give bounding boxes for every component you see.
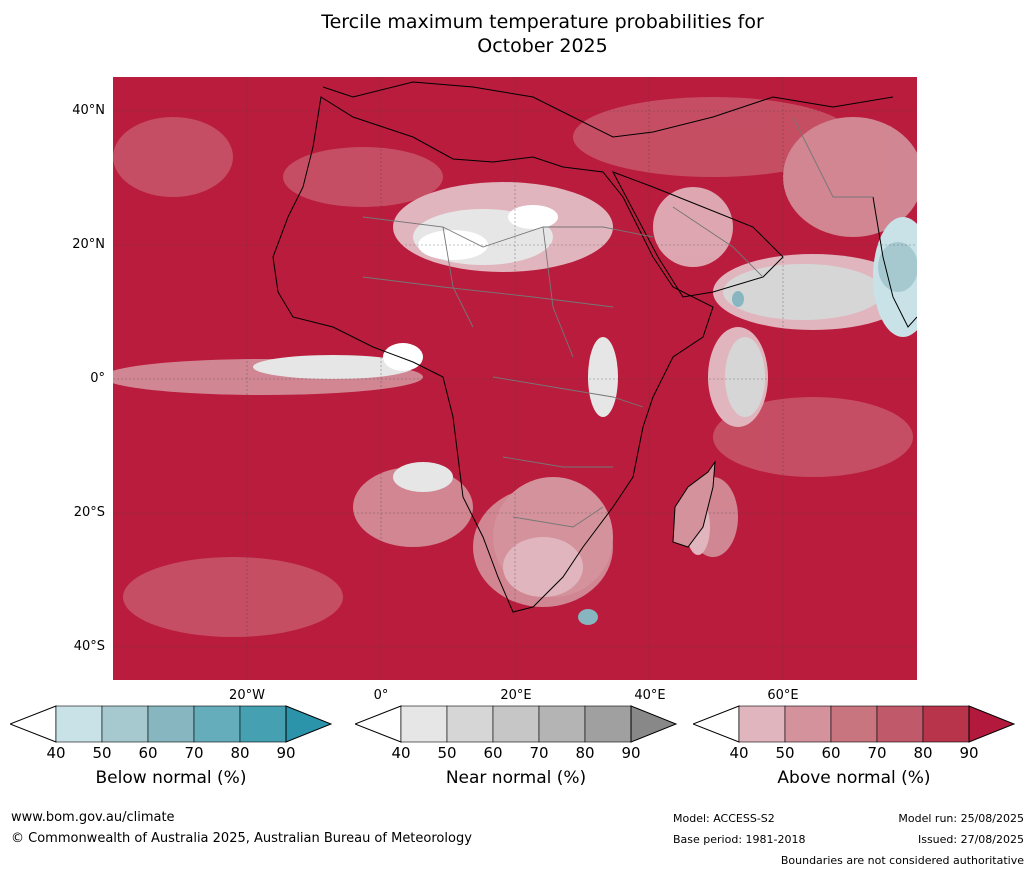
near-tick-60: 60: [483, 744, 503, 762]
below-swatch-2: [101, 705, 149, 743]
above-tick-40: 40: [729, 744, 749, 762]
country-borders: [362, 116, 873, 528]
arabia-coastline: [611, 171, 784, 298]
lon-label-20e: 20°E: [500, 688, 532, 703]
atlantic-equatorial-band: [253, 337, 618, 625]
base-period-text: Base period: 1981-2018: [673, 833, 806, 846]
lat-label-0: 0°: [90, 371, 105, 386]
above-tick-70: 70: [867, 744, 887, 762]
europe-coastline: [322, 81, 894, 138]
below-tick-70: 70: [184, 744, 204, 762]
colorbar-below-under: [10, 705, 57, 743]
colorbar-above-normal: [693, 705, 1015, 743]
colorbar-above-under: [693, 705, 740, 743]
probability-map: [113, 77, 917, 680]
near-swatch-5: [584, 705, 632, 743]
near-swatch-1: [400, 705, 448, 743]
colorbar-near-under: [355, 705, 402, 743]
lon-label-40e: 40°E: [634, 688, 666, 703]
below-tick-60: 60: [138, 744, 158, 762]
sahara-near-normal-area: [393, 182, 613, 272]
below-tick-40: 40: [46, 744, 66, 762]
near-swatch-4: [538, 705, 586, 743]
above-tick-50: 50: [775, 744, 795, 762]
below-swatch-4: [193, 705, 241, 743]
colorbar-below-over: [285, 705, 332, 743]
below-tick-80: 80: [230, 744, 250, 762]
below-normal-label: Below normal (%): [95, 768, 247, 788]
lon-label-0: 0°: [373, 688, 389, 703]
lat-label-40n: 40°N: [72, 103, 105, 118]
boundaries-note: Boundaries are not considered authoritat…: [780, 854, 1024, 867]
below-swatch-5: [239, 705, 287, 743]
below-tick-50: 50: [92, 744, 112, 762]
below-swatch-1: [55, 705, 103, 743]
above-tick-90: 90: [959, 744, 979, 762]
near-tick-70: 70: [529, 744, 549, 762]
lat-label-20n: 20°N: [72, 237, 105, 252]
lon-label-20w: 20°W: [229, 688, 265, 703]
map-svg: [113, 77, 917, 680]
map-gridlines: [113, 77, 917, 680]
africa-coastline: [272, 96, 714, 613]
above-tick-60: 60: [821, 744, 841, 762]
near-tick-40: 40: [391, 744, 411, 762]
model-text: Model: ACCESS-S2: [673, 812, 775, 825]
near-swatch-3: [492, 705, 540, 743]
above-swatch-2: [784, 705, 832, 743]
madagascar-coastline: [672, 460, 716, 548]
near-tick-80: 80: [575, 744, 595, 762]
lat-label-40s: 40°S: [73, 639, 105, 654]
lat-label-20s: 20°S: [73, 505, 105, 520]
model-run-text: Model run: 25/08/2025: [898, 812, 1024, 825]
near-swatch-2: [446, 705, 494, 743]
issued-text: Issued: 27/08/2025: [917, 833, 1024, 846]
map-title: Tercile maximum temperature probabilitie…: [0, 10, 1035, 58]
colorbar-below-normal: [10, 705, 332, 743]
below-tick-90: 90: [276, 744, 296, 762]
website-link[interactable]: www.bom.gov.au/climate: [11, 810, 175, 825]
copyright-text: © Commonwealth of Australia 2025, Austra…: [11, 831, 472, 846]
above-swatch-4: [876, 705, 924, 743]
near-normal-label: Near normal (%): [445, 768, 587, 788]
colorbar-near-normal: [355, 705, 677, 743]
arabian-sea-near-normal-area: [708, 217, 917, 427]
above-swatch-5: [922, 705, 970, 743]
above-swatch-1: [738, 705, 786, 743]
india-coastline: [872, 196, 917, 328]
above-normal-label: Above normal (%): [777, 768, 931, 788]
colorbar-near-over: [630, 705, 677, 743]
near-tick-50: 50: [437, 744, 457, 762]
near-tick-90: 90: [621, 744, 641, 762]
title-line-2: October 2025: [477, 35, 608, 57]
lon-label-60e: 60°E: [767, 688, 799, 703]
below-swatch-3: [147, 705, 195, 743]
above-swatch-3: [830, 705, 878, 743]
above-tick-80: 80: [913, 744, 933, 762]
colorbar-above-over: [968, 705, 1015, 743]
title-line-1: Tercile maximum temperature probabilitie…: [321, 11, 764, 33]
